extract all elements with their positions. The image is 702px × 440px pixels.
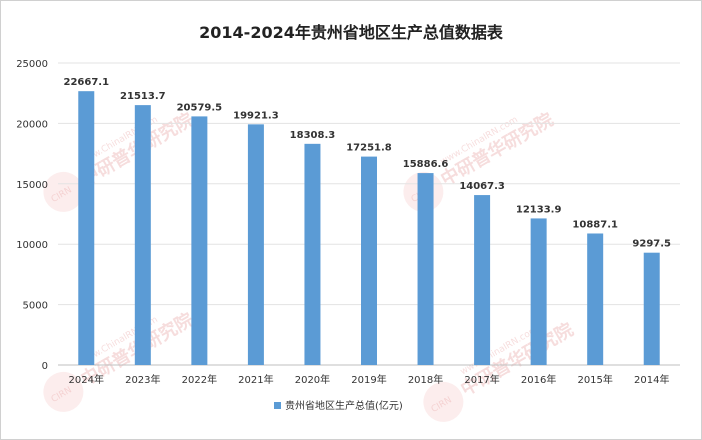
data-label: 18308.3 — [290, 130, 336, 141]
bar — [191, 116, 208, 365]
watermark-logo-icon — [423, 381, 464, 422]
data-label: 15886.6 — [403, 159, 449, 170]
x-tick-label: 2016年 — [521, 373, 556, 386]
data-label: 20579.5 — [177, 102, 223, 113]
y-tick-label: 20000 — [16, 119, 48, 130]
data-label: 19921.3 — [233, 110, 279, 121]
data-label: 9297.5 — [632, 239, 671, 250]
x-tick-label: 2014年 — [634, 373, 669, 386]
y-axis: 0 5000 10000 15000 20000 25000 — [16, 59, 48, 372]
x-tick-label: 2015年 — [577, 373, 612, 386]
y-tick-label: 10000 — [16, 240, 48, 251]
bar — [530, 218, 547, 365]
bar — [643, 252, 660, 365]
x-tick-label: 2023年 — [125, 373, 160, 386]
bar — [361, 156, 377, 365]
bars: 22667.1 21513.7 20579.5 19921.3 18308.3 17251… — [63, 77, 671, 366]
y-tick-label: 0 — [42, 361, 48, 372]
data-label: 22667.1 — [63, 77, 109, 88]
y-tick-label: 25000 — [16, 59, 48, 70]
y-tick-label: 15000 — [16, 180, 48, 191]
x-tick-label: 2017年 — [464, 373, 499, 386]
x-tick-label: 2022年 — [182, 373, 217, 386]
x-tick-label: 2024年 — [69, 373, 104, 386]
x-tick-label: 2020年 — [295, 373, 330, 386]
x-tick-label: 2021年 — [238, 373, 273, 386]
data-label: 12133.9 — [516, 204, 562, 215]
y-tick-label: 5000 — [23, 301, 48, 312]
legend-swatch — [274, 402, 281, 409]
data-label: 17251.8 — [346, 143, 392, 154]
bar — [134, 105, 151, 365]
bar — [587, 233, 604, 365]
x-tick-label: 2018年 — [408, 373, 443, 386]
bar — [78, 91, 95, 366]
data-label: 14067.3 — [459, 181, 505, 192]
data-label: 21513.7 — [120, 91, 166, 102]
watermark-logo-icon — [43, 371, 84, 412]
bar — [247, 124, 264, 365]
data-label: 10887.1 — [572, 219, 618, 230]
x-axis: 2024年 2023年 2022年 2021年 2020年 2019年 2018年 2017年… — [69, 373, 670, 386]
x-tick-label: 2019年 — [351, 373, 386, 386]
bar — [474, 195, 491, 365]
legend-label: 贵州省地区生产总值(亿元) — [285, 399, 403, 412]
chart-title: 2014-2024年贵州省地区生产总值数据表 — [199, 23, 504, 42]
bar — [304, 143, 321, 365]
bar — [417, 173, 434, 365]
legend: 贵州省地区生产总值(亿元) — [274, 399, 403, 412]
watermark-logo-icon — [43, 171, 84, 212]
